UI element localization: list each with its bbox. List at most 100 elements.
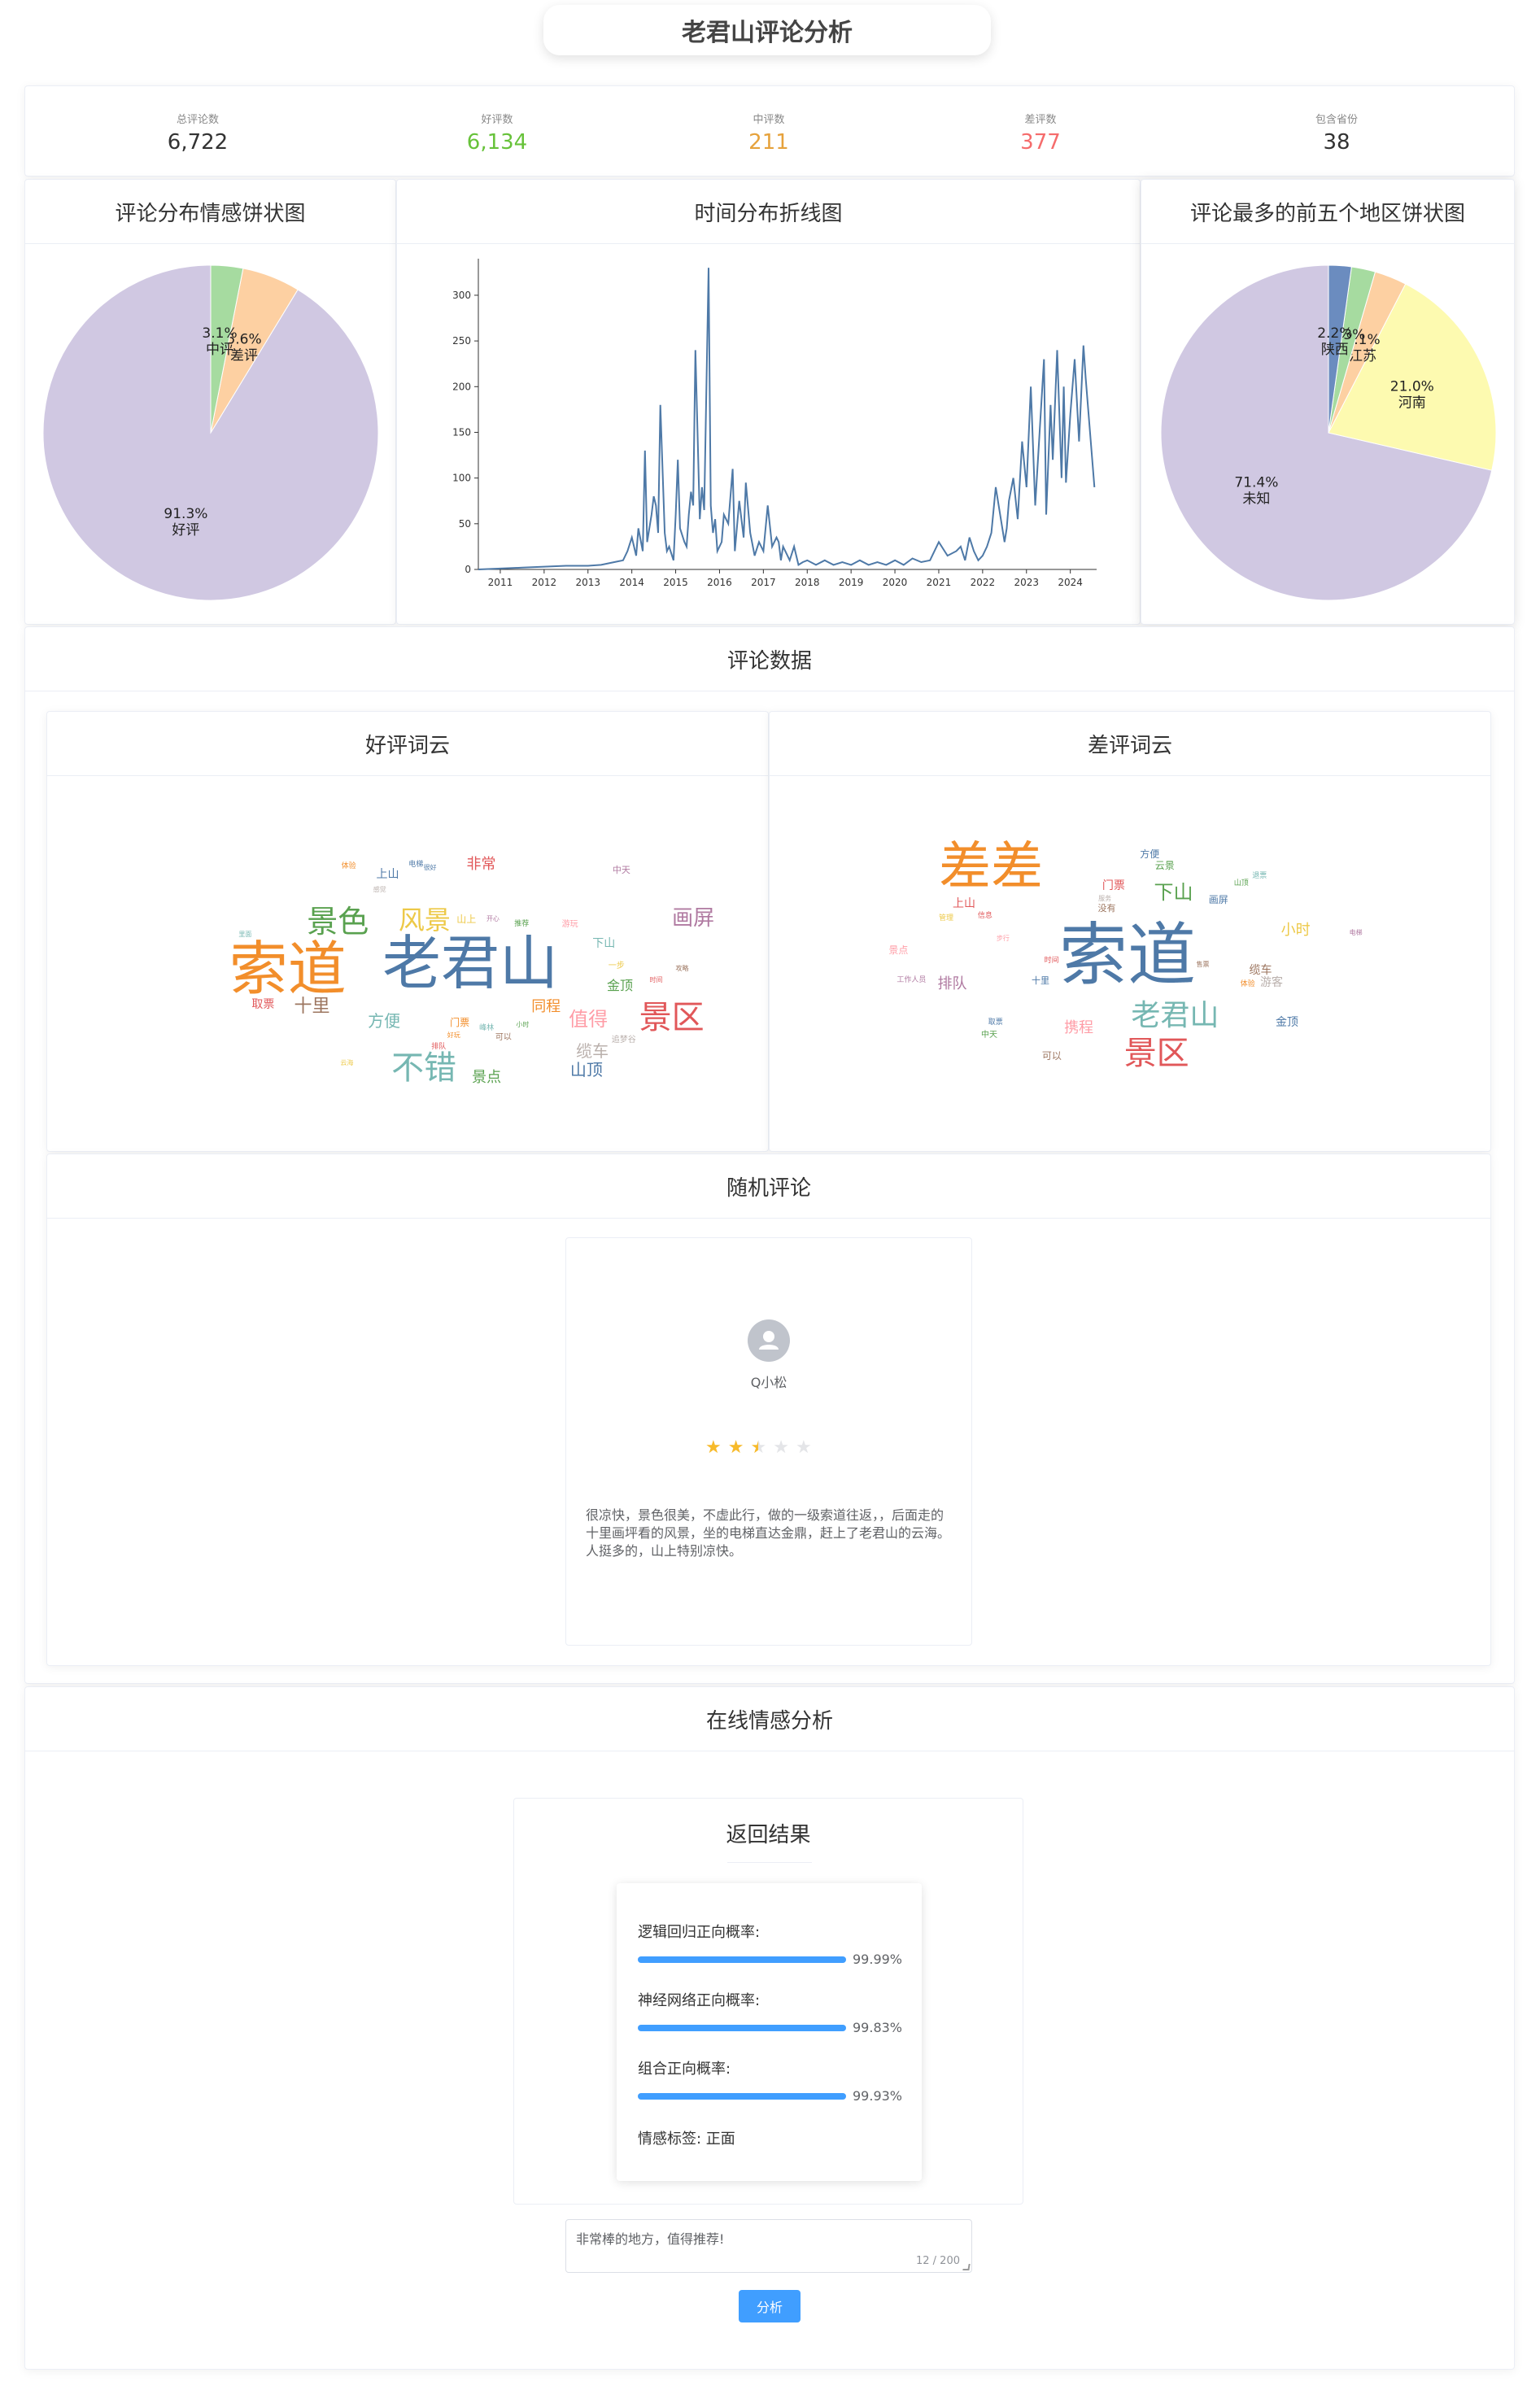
pie-category-label: 中评 <box>206 342 233 358</box>
x-tick-label: 2024 <box>1058 577 1083 588</box>
combo-progress-fill <box>638 2093 846 2100</box>
wordcloud-word: 体验 <box>341 862 356 871</box>
wordcloud-word: 缆车 <box>1249 964 1272 978</box>
pie-slice <box>1160 264 1493 601</box>
stat-neutral: 中评数 211 <box>655 86 883 176</box>
stat-label: 总评论数 <box>176 114 219 126</box>
textarea-value: 非常棒的地方，值得推荐! <box>576 2231 725 2247</box>
lr-value: 99.99% <box>853 1952 903 1967</box>
y-tick-label: 50 <box>459 518 471 530</box>
wordcloud-word: 游玩 <box>561 920 578 930</box>
card-title: 差评词云 <box>770 712 1490 776</box>
series-line <box>478 268 1096 570</box>
pie-category-label: 河南 <box>1398 395 1426 411</box>
stats-card: 总评论数 6,722 好评数 6,134 中评数 211 差评数 377 包含省… <box>24 85 1515 177</box>
comment-textarea[interactable]: 非常棒的地方，值得推荐! 12 / 200 <box>565 2219 972 2273</box>
wordcloud-word: 攻略 <box>675 964 689 972</box>
wordcloud-word: 老君山 <box>382 929 559 997</box>
resize-handle-icon[interactable] <box>962 2264 971 2270</box>
pie-category-label: 江苏 <box>1349 348 1376 364</box>
bad-wordcloud: 索道 差差 景区 老君山 下山 小时 携程 排队 金顶 缆车 上山 门票 游客 云景 画屏 方便 可以 景点 十里 没… <box>770 776 1490 1150</box>
wordcloud-word: 排队 <box>937 975 967 993</box>
wordcloud-word: 十里 <box>1032 975 1050 986</box>
nn-progress-bar <box>638 2025 846 2031</box>
card-title: 评论分布情感饼状图 <box>25 180 395 244</box>
result-title: 返回结果 <box>726 1823 811 1847</box>
wordcloud-word: 取票 <box>251 998 275 1012</box>
wordcloud-word: 小时 <box>1280 922 1311 940</box>
wordcloud-word: 十里 <box>294 997 330 1018</box>
wordcloud-word: 索道 <box>229 934 347 1003</box>
pie-slice <box>1328 264 1352 434</box>
card-title: 评论最多的前五个地区饼状图 <box>1141 180 1514 244</box>
card-title: 随机评论 <box>47 1154 1490 1219</box>
result-panel: 逻辑回归正向概率: 99.99% 神经网络正向概率: 99.83% 组合正向概率… <box>617 1883 922 2181</box>
stat-label: 中评数 <box>753 114 785 126</box>
wordcloud-word: 电梯 <box>1349 928 1363 936</box>
wordcloud-word: 追梦谷 <box>611 1035 636 1045</box>
wordcloud-word: 开心 <box>486 915 500 923</box>
wordcloud-word: 时间 <box>649 976 663 984</box>
star-icon[interactable]: ★ <box>795 1437 812 1458</box>
wordcloud-word: 景区 <box>1123 1034 1189 1072</box>
comment-text: 很凉快，景色很美，不虚此行，做的一级索道往返，，后面走的十里画坪看的风景，坐的电… <box>586 1507 951 1559</box>
wordcloud-word: 索道 <box>1059 915 1197 995</box>
wordcloud-word: 电梯 <box>408 860 424 869</box>
bad-wordcloud-card: 差评词云 索道 差差 景区 老君山 下山 小时 携程 排队 金顶 缆车 上山 门票 游客 云景 画屏 方便 可以… <box>769 711 1491 1152</box>
sentiment-pie-chart: 91.3%好评 5.6%差评 3.1%中评 <box>42 264 379 601</box>
pie-category-label: 未知 <box>1242 491 1270 508</box>
star-icon[interactable]: ★ <box>727 1437 744 1458</box>
x-tick-label: 2011 <box>488 577 513 588</box>
random-comment-card: 随机评论 Q小松 ★ ★ ★ ★ ★ 很凉快，景色很美，不虚此行，做的一级索道往返，，后… <box>46 1154 1491 1666</box>
stat-total: 总评论数 6,722 <box>84 86 312 176</box>
stat-bad: 差评数 377 <box>927 86 1154 176</box>
good-wordcloud: 老君山 索道 景区 景色 不错 风景 画屏 值得 十里 山顶 缆车 方便 景点 非常 同程 金顶 上山 下山 取票门… <box>47 776 768 1150</box>
star-icon[interactable]: ★ <box>773 1437 789 1458</box>
wordcloud-word: 上山 <box>376 867 399 881</box>
good-wordcloud-card: 好评词云 老君山 索道 景区 景色 不错 风景 画屏 值得 十里 山顶 缆车 方便 景点 非常 同程 金顶 上山… <box>46 711 769 1152</box>
wordcloud-word: 老君山 <box>1131 999 1219 1033</box>
wordcloud-word: 风景 <box>398 905 451 936</box>
wordcloud-word: 可以 <box>495 1032 512 1042</box>
pie-category-label: 好评 <box>172 522 199 539</box>
y-tick-label: 0 <box>465 564 471 575</box>
analyze-button[interactable]: 分析 <box>739 2290 801 2322</box>
wordcloud-word: 中天 <box>612 864 630 875</box>
wordcloud-word: 携程 <box>1064 1019 1094 1036</box>
x-tick-label: 2020 <box>883 577 908 588</box>
star-icon[interactable]: ★ <box>705 1437 722 1458</box>
wordcloud-word: 体验 <box>1240 979 1255 988</box>
rating-stars: ★ ★ ★ ★ ★ <box>705 1437 868 1462</box>
lr-label: 逻辑回归正向概率: <box>638 1924 761 1941</box>
wordcloud-word: 画屏 <box>672 905 715 931</box>
stat-value: 211 <box>748 130 789 155</box>
wordcloud-word: 工作人员 <box>897 976 927 985</box>
y-tick-label: 250 <box>452 335 471 347</box>
x-tick-label: 2021 <box>927 577 952 588</box>
x-tick-label: 2022 <box>971 577 996 588</box>
card-title: 时间分布折线图 <box>397 180 1140 244</box>
wordcloud-word: 下山 <box>592 937 616 951</box>
wordcloud-word: 山顶 <box>569 1059 603 1079</box>
sentiment-pie-card: 评论分布情感饼状图 91.3% 好评 5.6% 差评 3.1% 中评 <box>24 179 396 625</box>
star-icon[interactable]: ★ <box>750 1437 767 1458</box>
pie-percent-label: 3.1% <box>202 325 237 342</box>
wordcloud-word: 方便 <box>1140 848 1160 861</box>
x-tick-label: 2013 <box>575 577 600 588</box>
wordcloud-word: 没有 <box>1097 902 1116 914</box>
wordcloud-word: 云景 <box>1154 860 1175 872</box>
stat-provinces: 包含省份 38 <box>1223 86 1451 176</box>
wordcloud-word: 缆车 <box>576 1041 609 1062</box>
wordcloud-word: 很好 <box>423 863 437 871</box>
wordcloud-word: 小时 <box>516 1021 530 1029</box>
lr-progress-fill <box>638 1956 846 1963</box>
avatar <box>748 1319 790 1362</box>
x-tick-label: 2015 <box>663 577 688 588</box>
wordcloud-word: 景点 <box>472 1068 502 1086</box>
nn-label: 神经网络正向概率: <box>638 1992 761 2009</box>
y-tick-label: 200 <box>452 381 471 392</box>
pie-percent-label: 5.6% <box>226 331 261 347</box>
x-tick-label: 2018 <box>795 577 820 588</box>
pie-slice <box>1328 283 1497 471</box>
pie-percent-label: 71.4% <box>1234 475 1278 491</box>
